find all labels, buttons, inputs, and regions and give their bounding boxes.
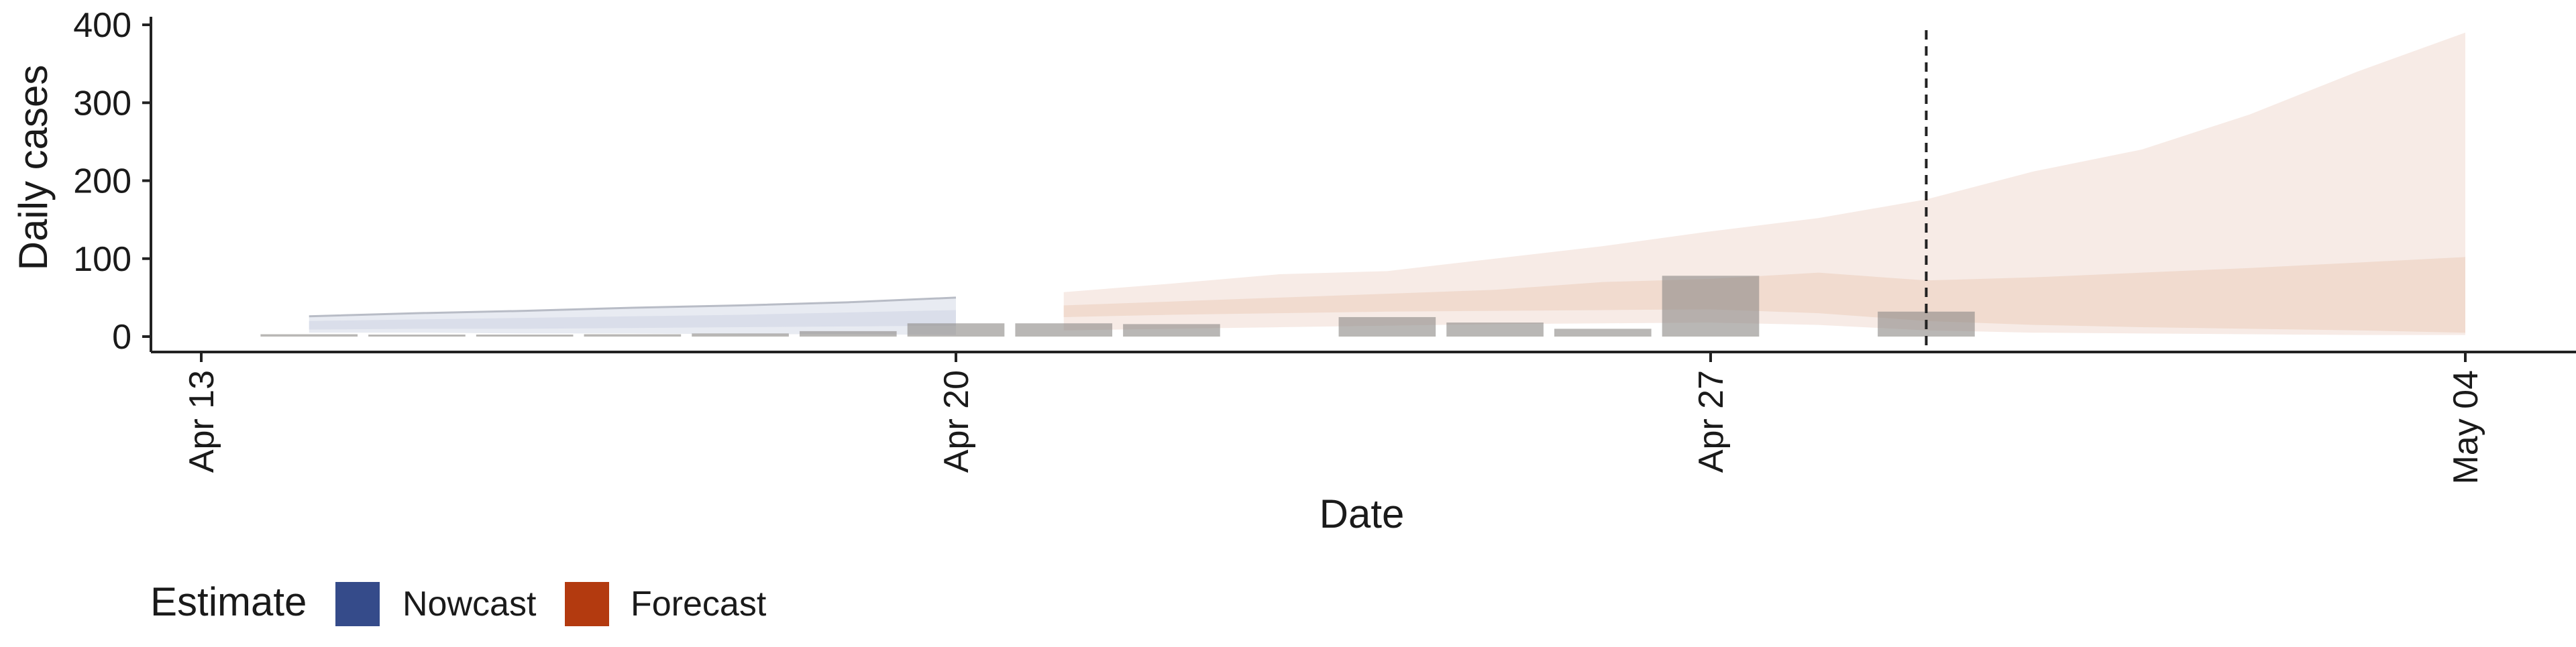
y-tick-label: 300 <box>73 84 131 123</box>
x-tick-label: Apr 27 <box>1692 370 1731 473</box>
observed-cases-bar <box>1446 322 1544 337</box>
legend-key-forecast <box>565 582 609 626</box>
observed-cases-bar <box>1015 323 1113 337</box>
forecast-inner-ribbon <box>1063 257 2465 333</box>
legend-key-nowcast <box>335 582 380 626</box>
observed-cases-bar <box>260 334 358 337</box>
observed-cases-bar <box>1554 329 1652 337</box>
observed-cases-bar <box>1662 276 1760 337</box>
legend: Estimate Nowcast Forecast <box>150 579 767 626</box>
forecast-outer-ribbon <box>1063 32 2465 335</box>
legend-label-nowcast: Nowcast <box>402 585 537 624</box>
observed-cases-bar <box>1123 324 1220 337</box>
observed-cases-bar <box>907 323 1005 337</box>
ribbon-layer <box>309 32 2465 335</box>
y-axis-ticks: 0 100 200 300 400 <box>73 6 151 357</box>
observed-cases-bar <box>799 331 897 337</box>
observed-cases-bar <box>584 334 682 337</box>
legend-label-forecast: Forecast <box>631 585 767 624</box>
x-tick-label: Apr 13 <box>182 370 221 473</box>
y-tick-label: 400 <box>73 6 131 45</box>
y-tick-label: 0 <box>112 318 131 357</box>
y-axis-title: Daily cases <box>11 65 56 271</box>
nowcast-inner-ribbon <box>309 310 956 330</box>
observed-cases-bar <box>476 335 574 337</box>
bars-layer <box>260 276 1975 337</box>
x-axis-title: Date <box>1320 491 1405 536</box>
legend-title: Estimate <box>150 579 307 624</box>
x-tick-label: May 04 <box>2447 370 2485 485</box>
y-tick-label: 200 <box>73 162 131 201</box>
x-tick-label: Apr 20 <box>937 370 976 473</box>
observed-cases-bar <box>692 333 789 337</box>
observed-cases-bar <box>1338 316 1436 337</box>
y-tick-label: 100 <box>73 240 131 279</box>
observed-cases-bar <box>368 335 466 337</box>
x-axis-ticks: Apr 13 Apr 20 Apr 27 May 04 <box>182 352 2485 485</box>
nowcast-ribbon-edge <box>309 296 957 318</box>
